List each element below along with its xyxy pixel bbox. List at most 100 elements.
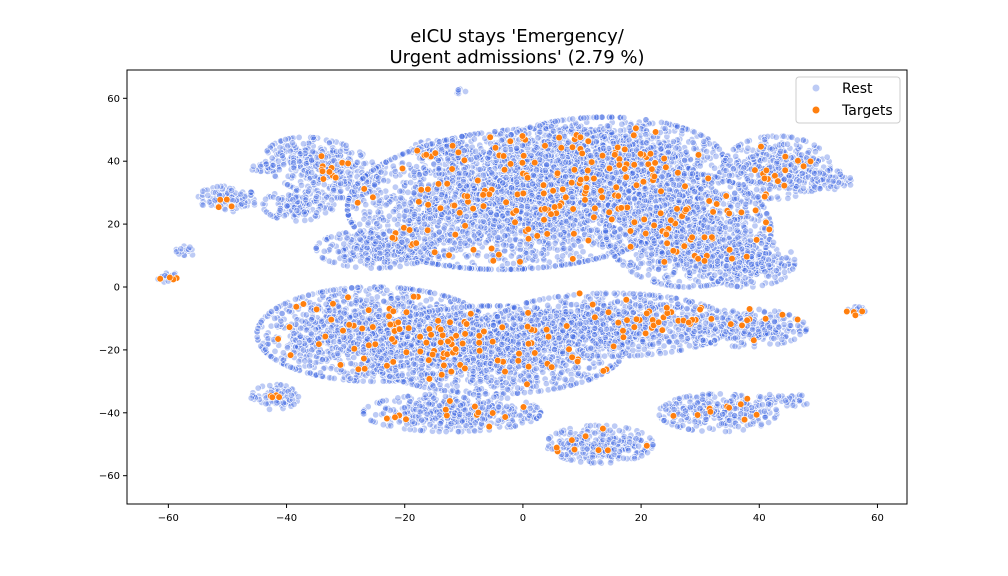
rest-point: [435, 138, 443, 146]
rest-point: [406, 199, 414, 207]
rest-point: [567, 214, 575, 222]
rest-point: [292, 217, 300, 225]
rest-point: [389, 208, 397, 216]
rest-point: [362, 201, 370, 209]
rest-point: [302, 196, 310, 204]
rest-point: [354, 180, 362, 188]
rest-point: [289, 172, 297, 180]
rest-point: [217, 182, 225, 190]
rest-point: [473, 153, 481, 161]
rest-point: [558, 261, 566, 269]
rest-point: [462, 212, 470, 220]
rest-point: [459, 178, 467, 186]
rest-point: [391, 154, 399, 162]
rest-point: [262, 195, 270, 203]
rest-point: [336, 168, 344, 176]
rest-point: [435, 236, 443, 244]
rest-point: [368, 158, 376, 166]
rest-point: [336, 147, 344, 155]
rest-point: [428, 259, 436, 267]
rest-point: [561, 123, 569, 131]
rest-point: [337, 179, 345, 187]
rest-point: [570, 241, 578, 249]
rest-point: [404, 188, 412, 196]
rest-point: [397, 194, 405, 202]
rest-point: [274, 195, 282, 203]
rest-point: [498, 212, 506, 220]
rest-point: [492, 211, 500, 219]
rest-point: [415, 171, 423, 179]
rest-point: [501, 146, 509, 154]
rest-point: [371, 181, 379, 189]
rest-point: [263, 147, 271, 155]
rest-point: [550, 233, 558, 241]
rest-point: [396, 187, 404, 195]
rest-point: [299, 140, 307, 148]
rest-point: [237, 190, 245, 198]
rest-point: [523, 210, 531, 218]
rest-point: [438, 211, 446, 219]
rest-point: [373, 220, 381, 228]
rest-point: [199, 191, 207, 199]
rest-point: [430, 160, 438, 168]
rest-point: [380, 216, 388, 224]
rest-point: [498, 204, 506, 212]
rest-point: [353, 158, 361, 166]
rest-point: [410, 189, 418, 197]
rest-point: [250, 199, 258, 207]
rest-point: [284, 135, 292, 143]
rest-point: [583, 207, 591, 215]
rest-point: [327, 205, 335, 213]
rest-point: [454, 86, 462, 94]
chart-title-line-2: Urgent admissions' (2.79 %): [389, 47, 644, 68]
rest-point: [477, 223, 485, 231]
rest-point: [458, 133, 466, 141]
rest-point: [476, 166, 484, 174]
rest-point: [475, 229, 483, 237]
rest-point: [281, 136, 289, 144]
rest-point: [251, 201, 259, 209]
rest-point: [228, 186, 236, 194]
rest-point: [283, 202, 291, 210]
rest-point: [584, 257, 592, 265]
rest-point: [262, 160, 270, 168]
rest-point: [426, 214, 434, 222]
rest-point: [336, 194, 344, 202]
rest-point: [343, 206, 351, 214]
rest-point: [528, 264, 536, 272]
rest-point: [395, 203, 403, 211]
rest-point: [472, 147, 480, 155]
rest-point: [516, 241, 524, 249]
rest-point: [344, 197, 352, 205]
rest-point: [391, 167, 399, 175]
rest-point: [487, 209, 495, 217]
rest-point: [551, 262, 559, 270]
chart-title-line-1: eICU stays 'Emergency/: [410, 26, 625, 47]
rest-point: [374, 208, 382, 216]
rest-point: [347, 219, 355, 227]
rest-point: [284, 181, 292, 189]
rest-point: [503, 260, 511, 268]
rest-point: [332, 138, 340, 146]
rest-point: [410, 210, 418, 218]
rest-point: [377, 168, 385, 176]
rest-point: [213, 183, 221, 191]
rest-point: [247, 188, 255, 196]
rest-point: [301, 216, 309, 224]
rest-point: [508, 242, 516, 250]
rest-point: [407, 179, 415, 187]
rest-point: [382, 158, 390, 166]
rest-point: [559, 252, 567, 260]
rest-point: [551, 239, 559, 247]
rest-point: [360, 160, 368, 168]
rest-point: [556, 231, 564, 239]
rest-point: [275, 166, 283, 174]
rest-point: [276, 206, 284, 214]
rest-point: [221, 206, 229, 214]
rest-point: [342, 141, 350, 149]
rest-point: [308, 169, 316, 177]
rest-point: [470, 135, 478, 143]
rest-point: [697, 131, 705, 139]
rest-point: [204, 191, 212, 199]
rest-point: [507, 265, 515, 273]
